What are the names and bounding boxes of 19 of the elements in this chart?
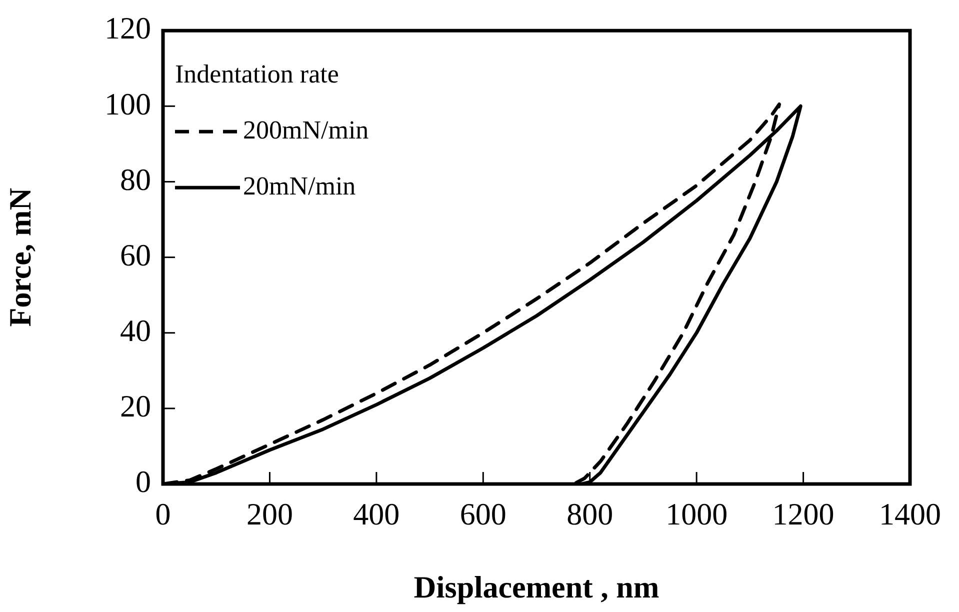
y-tick-label: 100 xyxy=(104,86,151,122)
y-axis-title: Force, mN xyxy=(2,188,38,327)
y-tick-label: 0 xyxy=(136,464,151,500)
y-tick-label: 40 xyxy=(120,313,151,348)
x-tick-label: 1400 xyxy=(879,496,941,532)
legend-label: 20mN/min xyxy=(243,171,356,200)
y-tick-label: 60 xyxy=(120,237,151,272)
x-tick-label: 200 xyxy=(246,496,293,532)
legend-title: Indentation rate xyxy=(175,59,339,88)
y-tick-label: 80 xyxy=(120,162,151,197)
x-tick-label: 1000 xyxy=(666,496,728,532)
x-tick-label: 800 xyxy=(566,496,614,532)
x-axis-title: Displacement , nm xyxy=(414,569,660,604)
x-tick-label: 600 xyxy=(460,496,506,532)
x-tick-label: 400 xyxy=(353,496,400,532)
legend-label: 200mN/min xyxy=(243,115,369,144)
y-tick-label: 20 xyxy=(120,388,151,424)
y-tick-label: 120 xyxy=(104,10,151,46)
x-tick-label: 1200 xyxy=(772,496,834,532)
